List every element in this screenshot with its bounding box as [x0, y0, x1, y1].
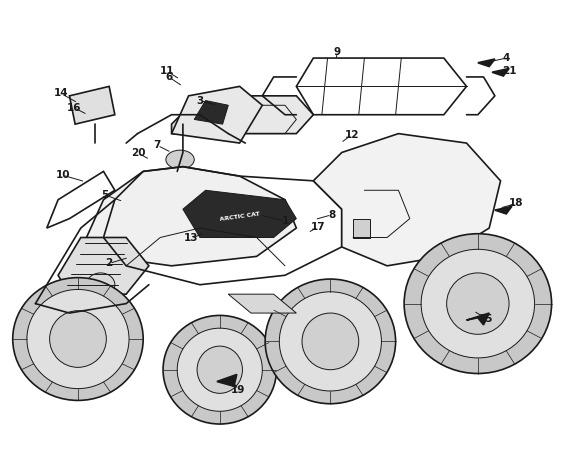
Polygon shape — [183, 190, 296, 238]
Text: 2: 2 — [105, 258, 113, 268]
Text: 17: 17 — [311, 222, 325, 232]
Polygon shape — [70, 86, 115, 124]
Polygon shape — [228, 294, 296, 313]
Text: 10: 10 — [55, 170, 70, 180]
Ellipse shape — [27, 289, 129, 389]
Ellipse shape — [404, 234, 552, 373]
Ellipse shape — [279, 292, 381, 391]
Text: ARCTIC CAT: ARCTIC CAT — [219, 211, 260, 221]
Text: 18: 18 — [509, 199, 524, 209]
Ellipse shape — [447, 273, 509, 334]
Text: 14: 14 — [54, 88, 68, 98]
Ellipse shape — [302, 313, 359, 370]
Text: 1: 1 — [282, 216, 288, 226]
Ellipse shape — [50, 311, 107, 367]
Polygon shape — [172, 86, 262, 143]
Text: 5: 5 — [101, 190, 109, 200]
Polygon shape — [495, 206, 512, 214]
Ellipse shape — [166, 150, 194, 169]
Ellipse shape — [13, 278, 143, 400]
Ellipse shape — [197, 346, 242, 393]
Text: 15: 15 — [479, 314, 494, 324]
Text: 3: 3 — [196, 95, 203, 105]
Text: 9: 9 — [333, 48, 341, 57]
Polygon shape — [58, 238, 149, 294]
Text: 20: 20 — [132, 149, 146, 159]
Text: 21: 21 — [502, 66, 516, 76]
Text: 6: 6 — [165, 72, 172, 82]
Polygon shape — [217, 374, 237, 386]
Text: 19: 19 — [231, 385, 246, 395]
Ellipse shape — [163, 315, 276, 424]
Text: 13: 13 — [184, 233, 199, 244]
Polygon shape — [466, 313, 489, 325]
Polygon shape — [172, 96, 314, 133]
Text: 11: 11 — [160, 66, 174, 76]
Ellipse shape — [177, 328, 262, 411]
Text: 7: 7 — [154, 141, 161, 151]
Text: 4: 4 — [503, 53, 510, 63]
Polygon shape — [353, 218, 370, 238]
Polygon shape — [478, 59, 495, 66]
Text: 8: 8 — [328, 210, 335, 220]
Ellipse shape — [265, 279, 396, 404]
Text: 12: 12 — [345, 130, 359, 140]
Ellipse shape — [87, 273, 115, 296]
Text: 16: 16 — [67, 103, 82, 113]
Polygon shape — [194, 101, 228, 124]
Ellipse shape — [421, 249, 535, 358]
Polygon shape — [492, 68, 509, 76]
Polygon shape — [314, 133, 500, 266]
Polygon shape — [87, 167, 296, 266]
